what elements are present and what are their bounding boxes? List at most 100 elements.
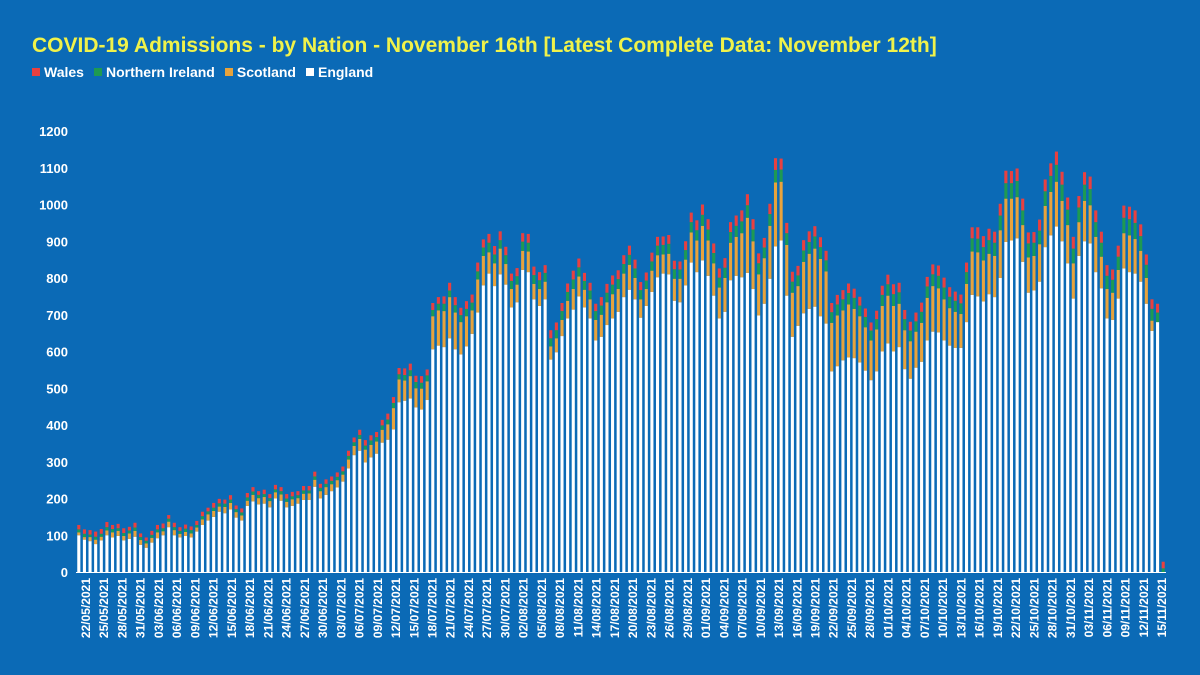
bar-segment-england	[1066, 263, 1070, 572]
bar-segment-wales	[880, 285, 884, 295]
bar-segment-northern-ireland	[773, 169, 778, 183]
bar-segment-england	[650, 291, 654, 572]
x-tick-label: 05/08/2021	[535, 578, 549, 638]
y-tick-label: 300	[46, 455, 68, 470]
bar-segment-scotland	[639, 299, 643, 318]
bar-segment-england	[1071, 298, 1075, 572]
bar-segment-wales	[279, 487, 283, 492]
bar-segment-scotland	[594, 319, 598, 341]
bar-segment-northern-ireland	[228, 499, 233, 503]
bar-segment-england	[773, 246, 778, 572]
bar-segment-scotland	[571, 289, 575, 310]
bar-segment-northern-ireland	[891, 294, 896, 306]
bar-segment-wales	[77, 524, 81, 530]
bar-segment-wales	[723, 258, 727, 268]
bar-segment-scotland	[1088, 205, 1092, 244]
bar-segment-england	[554, 352, 558, 572]
bar-segment-england	[762, 303, 766, 572]
bar-segment-scotland	[627, 264, 631, 290]
bar-segment-england	[931, 331, 935, 572]
bar-segment-wales	[335, 472, 339, 477]
bar-segment-northern-ireland	[863, 316, 867, 328]
x-tick-label: 13/09/2021	[772, 578, 786, 638]
bar-segment-wales	[858, 296, 862, 306]
bar-segment-england	[920, 361, 924, 572]
bar-segment-england	[386, 439, 390, 572]
bar-segment-england	[976, 296, 980, 573]
bar-segment-scotland	[425, 381, 429, 401]
bar-segment-wales	[993, 231, 997, 243]
bar-segment-wales	[560, 302, 564, 312]
bar-segment-wales	[442, 296, 446, 304]
bar-segment-northern-ireland	[386, 419, 390, 425]
bar-segment-northern-ireland	[217, 503, 221, 507]
bar-segment-scotland	[268, 501, 272, 508]
bar-segment-northern-ireland	[729, 232, 733, 243]
bar-segment-england	[273, 498, 277, 572]
bar-segment-northern-ireland	[588, 290, 592, 300]
bar-segment-wales	[1043, 179, 1047, 192]
bar-segment-england	[453, 349, 457, 572]
x-tick-label: 23/08/2021	[644, 578, 658, 638]
bar-segment-england	[167, 527, 171, 572]
bar-segment-northern-ireland	[234, 509, 238, 513]
bar-segment-wales	[206, 507, 210, 512]
x-tick-label: 28/05/2021	[115, 578, 129, 638]
bar-segment-england	[296, 503, 300, 572]
bar-segment-scotland	[554, 338, 558, 353]
bar-segment-wales	[700, 204, 705, 215]
bar-segment-scotland	[616, 289, 620, 312]
bar-segment-wales	[1156, 303, 1160, 313]
bar-segment-wales	[813, 226, 817, 237]
bar-segment-wales	[1038, 219, 1042, 231]
bar-segment-wales	[712, 243, 716, 254]
bar-segment-scotland	[167, 521, 171, 528]
bar-segment-scotland	[1116, 269, 1120, 299]
bar-segment-northern-ireland	[110, 529, 115, 533]
bar-segment-wales	[886, 274, 890, 285]
bar-segment-northern-ireland	[1009, 183, 1014, 199]
bar-segment-northern-ireland	[521, 241, 525, 251]
bar-segment-england	[212, 516, 216, 573]
bar-segment-england	[734, 275, 738, 572]
bar-segment-england	[234, 517, 238, 572]
bar-segment-wales	[127, 526, 131, 531]
bar-segment-england	[655, 277, 660, 572]
bar-segment-england	[1049, 235, 1053, 572]
bar-segment-scotland	[493, 263, 497, 287]
bar-segment-england	[661, 273, 665, 572]
bar-segment-england	[521, 269, 525, 572]
bar-segment-england	[1133, 273, 1137, 572]
bar-segment-scotland	[116, 530, 120, 536]
bar-segment-northern-ireland	[672, 269, 676, 279]
bar-segment-scotland	[127, 533, 131, 539]
bar-segment-wales	[200, 511, 204, 517]
bar-segment-northern-ireland	[1088, 189, 1092, 206]
bar-segment-england	[1150, 330, 1154, 572]
bar-segment-wales	[268, 494, 272, 499]
bar-segment-scotland	[622, 273, 626, 298]
bar-segment-northern-ireland	[532, 275, 536, 284]
bar-segment-england	[903, 369, 907, 572]
bar-segment-england	[1060, 241, 1064, 572]
bar-segment-england	[464, 346, 469, 572]
bar-segment-england	[936, 332, 940, 572]
bar-segment-england	[605, 325, 609, 572]
bar-segment-northern-ireland	[942, 287, 946, 300]
bar-segment-northern-ireland	[436, 303, 440, 311]
bar-segment-wales	[891, 284, 896, 295]
bar-segment-scotland	[150, 537, 154, 543]
bar-segment-wales	[420, 376, 424, 383]
bar-segment-wales	[931, 264, 935, 275]
bar-segment-wales	[729, 222, 733, 233]
bar-segment-northern-ireland	[279, 491, 283, 495]
bar-segment-wales	[566, 283, 570, 292]
bar-segment-northern-ireland	[251, 491, 255, 495]
bar-segment-northern-ireland	[594, 311, 598, 320]
bar-segment-scotland	[122, 535, 126, 541]
bar-segment-england	[953, 347, 957, 572]
bar-segment-northern-ireland	[627, 254, 631, 265]
bar-segment-england	[847, 357, 851, 572]
bar-segment-wales	[661, 236, 665, 245]
x-tick-label: 21/06/2021	[261, 578, 275, 638]
